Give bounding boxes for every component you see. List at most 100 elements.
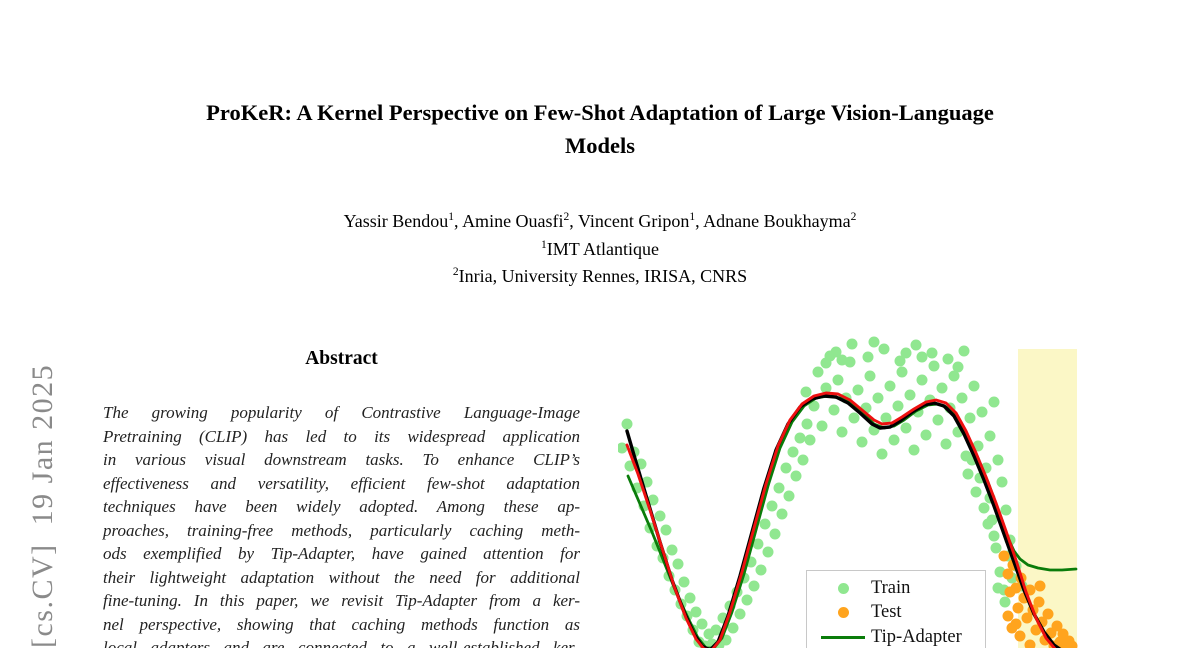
train-point bbox=[926, 347, 938, 359]
train-point bbox=[780, 462, 792, 474]
regression-figure bbox=[618, 336, 1078, 648]
train-point bbox=[900, 347, 912, 359]
train-point bbox=[976, 406, 988, 418]
train-point bbox=[948, 370, 960, 382]
test-point bbox=[1030, 624, 1042, 636]
train-point bbox=[808, 400, 820, 412]
train-point bbox=[908, 444, 920, 456]
train-point bbox=[690, 606, 702, 618]
train-point bbox=[828, 404, 840, 416]
red-curve-curve bbox=[625, 391, 1057, 648]
train-point bbox=[678, 576, 690, 588]
train-point bbox=[900, 422, 912, 434]
legend-line-marker bbox=[821, 635, 865, 639]
train-point bbox=[794, 432, 806, 444]
train-point bbox=[872, 392, 884, 404]
abstract-line: Pretraining (CLIP) has led to its widesp… bbox=[103, 426, 580, 446]
train-point bbox=[741, 594, 753, 606]
train-point bbox=[846, 338, 858, 350]
train-point bbox=[962, 468, 974, 480]
train-point bbox=[876, 448, 888, 460]
abstract-line: The growing popularity of Contrastive La… bbox=[103, 403, 580, 422]
title-line-1: ProKeR: A Kernel Perspective on Few-Shot… bbox=[206, 100, 994, 125]
train-point bbox=[773, 482, 785, 494]
train-point bbox=[618, 442, 628, 454]
train-point bbox=[920, 429, 932, 441]
train-point bbox=[800, 386, 812, 398]
train-point bbox=[904, 389, 916, 401]
train-point bbox=[801, 418, 813, 430]
test-point bbox=[1066, 640, 1078, 648]
abstract-line: their lightweight adaptation without the… bbox=[103, 567, 580, 587]
test-point bbox=[1024, 639, 1036, 648]
arxiv-stamp: [cs.CV] 19 Jan 2025 bbox=[26, 363, 59, 648]
train-point bbox=[710, 624, 722, 636]
train-point bbox=[968, 380, 980, 392]
train-point bbox=[734, 608, 746, 620]
train-point bbox=[978, 502, 990, 514]
train-point bbox=[916, 351, 928, 363]
train-point bbox=[748, 580, 760, 592]
train-point bbox=[996, 476, 1008, 488]
train-point bbox=[647, 494, 659, 506]
train-point bbox=[958, 345, 970, 357]
test-point bbox=[1051, 620, 1063, 632]
legend-item: Test bbox=[815, 601, 985, 626]
train-point bbox=[880, 412, 892, 424]
train-point bbox=[856, 436, 868, 448]
affiliation-line: 2Inria, University Rennes, IRISA, CNRS bbox=[452, 266, 748, 286]
legend-dot-marker bbox=[837, 582, 849, 594]
train-point bbox=[988, 396, 1000, 408]
train-point bbox=[964, 412, 976, 424]
legend-label: Train bbox=[871, 577, 911, 598]
abstract-line: local adapters and are connected to a we… bbox=[103, 638, 580, 648]
train-point bbox=[868, 336, 880, 348]
train-point bbox=[862, 351, 874, 363]
test-point bbox=[1034, 580, 1046, 592]
abstract-body: The growing popularity of Contrastive La… bbox=[103, 401, 580, 648]
train-point bbox=[769, 528, 781, 540]
legend-item: Tip-Adapter bbox=[815, 625, 985, 648]
train-point bbox=[852, 384, 864, 396]
train-point bbox=[910, 339, 922, 351]
test-point bbox=[1010, 582, 1022, 594]
train-point bbox=[894, 355, 906, 367]
train-point bbox=[990, 542, 1002, 554]
abstract-line: proaches, training-free methods, particu… bbox=[103, 520, 580, 540]
train-point bbox=[755, 564, 767, 576]
train-point bbox=[776, 508, 788, 520]
legend-label: Test bbox=[871, 602, 902, 623]
train-point bbox=[759, 518, 771, 530]
train-point bbox=[752, 538, 764, 550]
train-point bbox=[932, 414, 944, 426]
train-point bbox=[672, 558, 684, 570]
train-point bbox=[696, 618, 708, 630]
train-point bbox=[787, 446, 799, 458]
abstract-line: fine-tuning. In this paper, we revisit T… bbox=[103, 591, 580, 610]
test-region-band bbox=[1018, 349, 1077, 648]
train-point bbox=[820, 382, 832, 394]
train-point bbox=[892, 400, 904, 412]
abstract-line: nel perspective, showing that caching me… bbox=[103, 614, 580, 634]
train-point bbox=[884, 380, 896, 392]
train-point bbox=[684, 592, 696, 604]
train-point bbox=[812, 366, 824, 378]
legend-item: Train bbox=[815, 576, 985, 601]
affiliation-line: 1IMT Atlantique bbox=[541, 239, 659, 259]
abstract-line: effectiveness and versatility, efficient… bbox=[103, 473, 580, 493]
train-point bbox=[762, 546, 774, 558]
train-point bbox=[836, 426, 848, 438]
train-point bbox=[888, 434, 900, 446]
train-point bbox=[940, 438, 952, 450]
train-point bbox=[956, 392, 968, 404]
test-point bbox=[1042, 608, 1054, 620]
train-point bbox=[916, 374, 928, 386]
train-point bbox=[1000, 504, 1012, 516]
legend-label: Tip-Adapter bbox=[871, 626, 962, 647]
test-point bbox=[1033, 596, 1045, 608]
train-point bbox=[766, 500, 778, 512]
train-point bbox=[666, 544, 678, 556]
train-point bbox=[864, 370, 876, 382]
train-point bbox=[986, 514, 998, 526]
